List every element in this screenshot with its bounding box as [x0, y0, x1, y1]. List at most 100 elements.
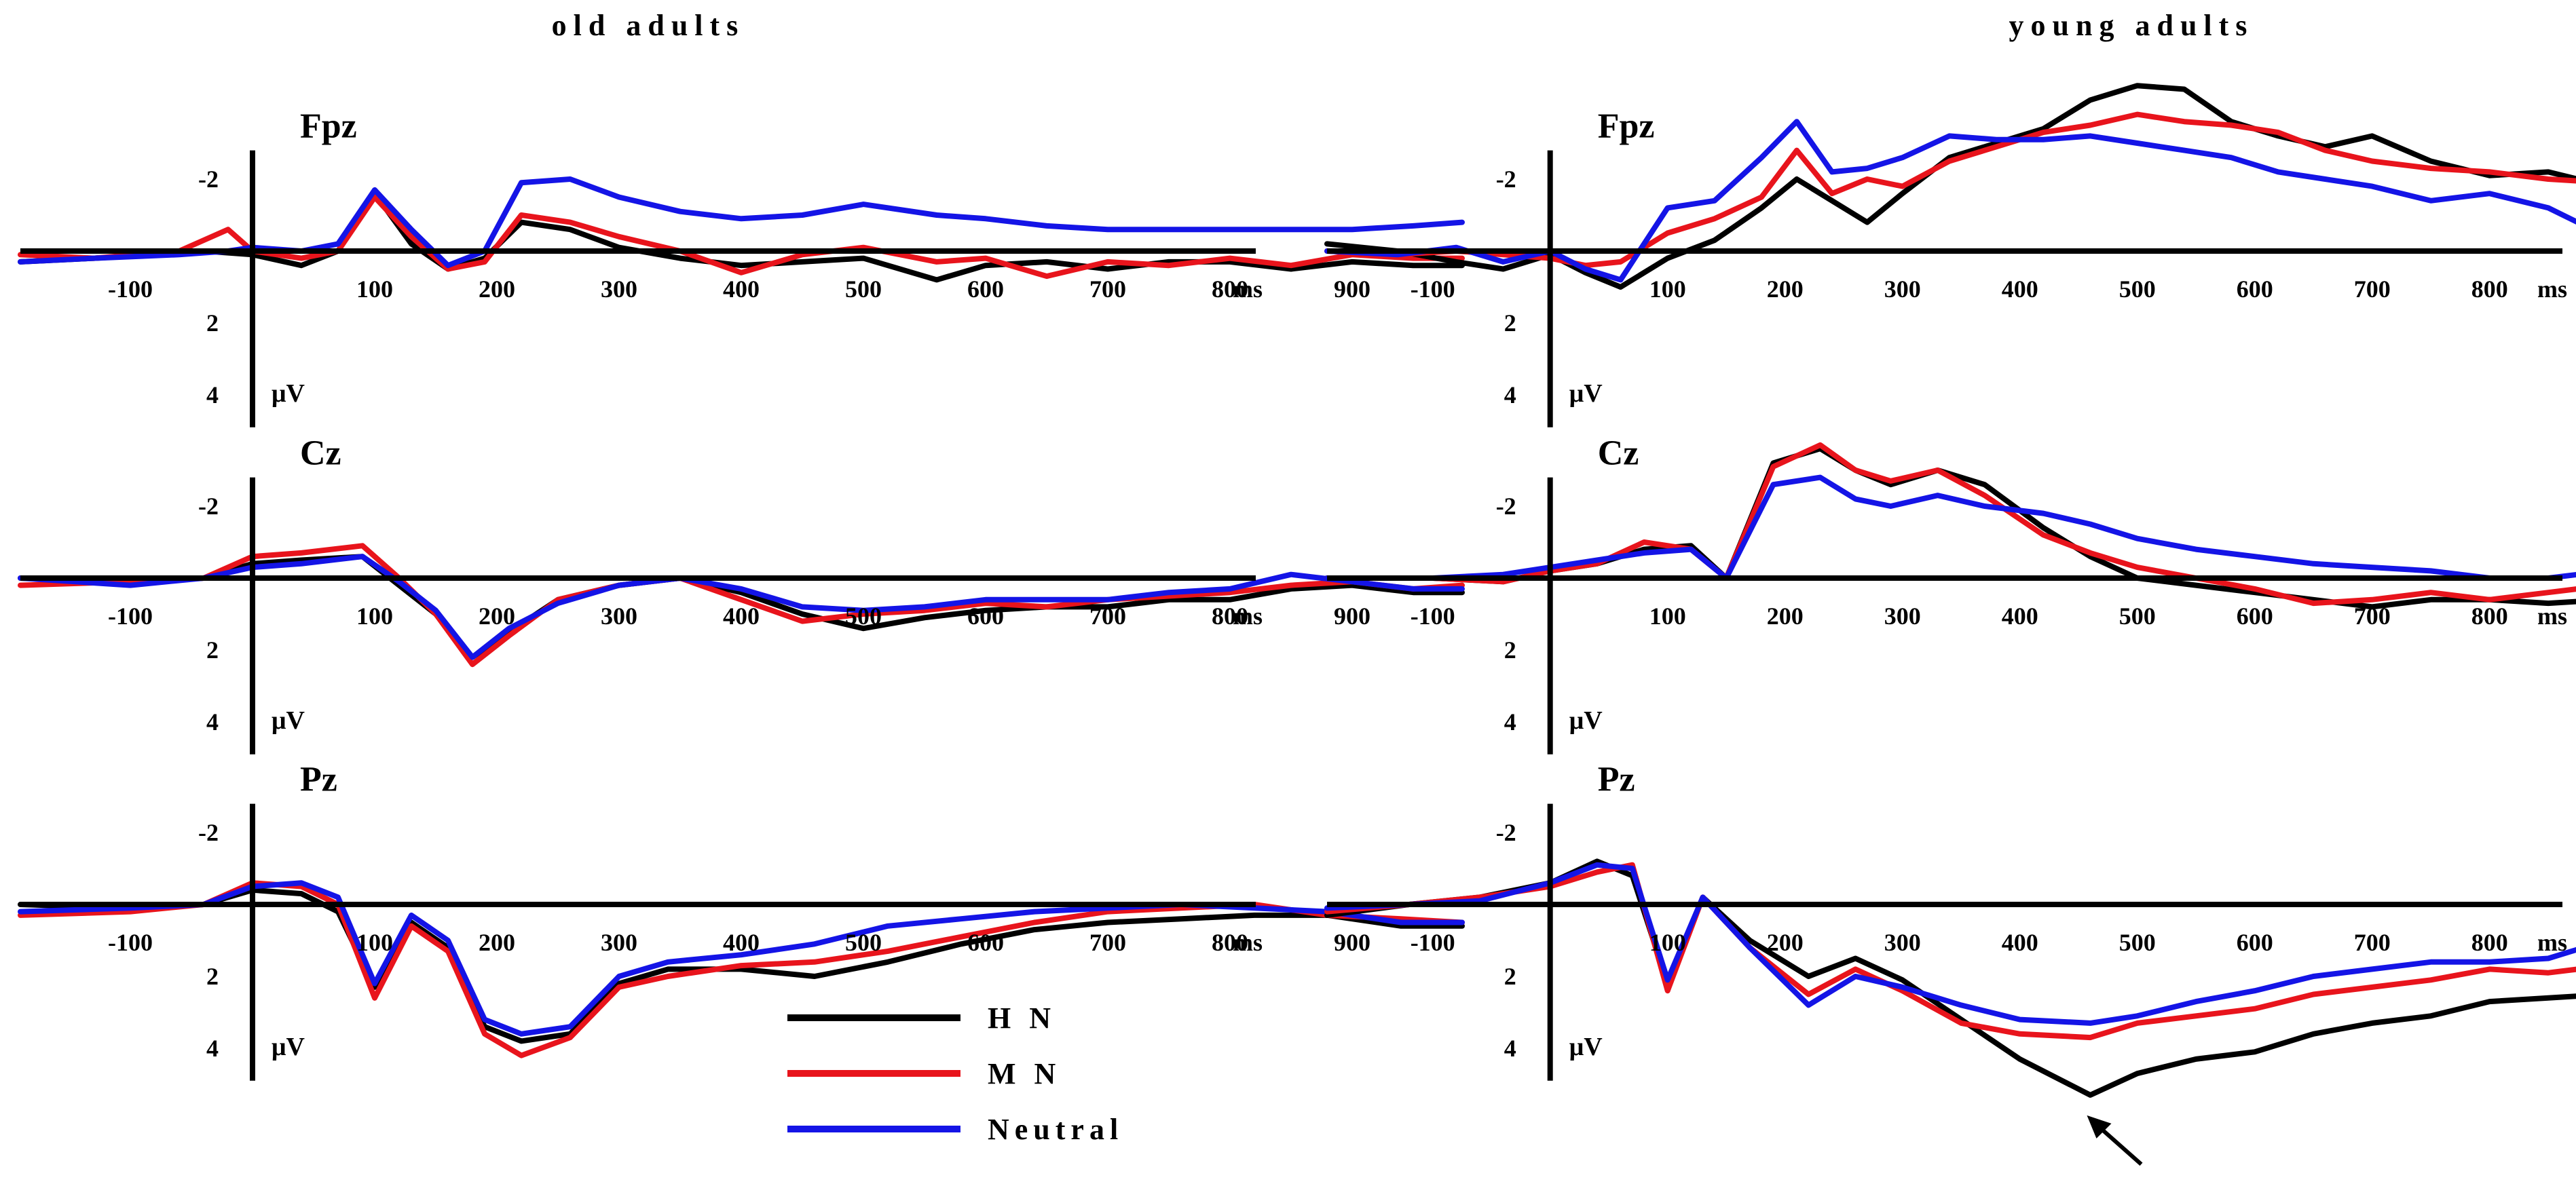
x-tick-label: 100: [356, 603, 393, 630]
x-unit-label: ms: [1233, 275, 1263, 303]
electrode-label: Fpz: [300, 107, 357, 146]
electrode-label: Pz: [1598, 761, 1635, 799]
x-tick-label: 600: [2237, 275, 2273, 303]
x-tick-label: 300: [601, 275, 637, 303]
x-tick-label: 800: [2471, 929, 2508, 956]
x-tick-label: 500: [2119, 929, 2156, 956]
series-line-hn: [18, 887, 1465, 1044]
y-unit-label: μV: [1569, 379, 1603, 408]
x-tick-label: 900: [1334, 603, 1370, 630]
electrode-label: Cz: [300, 434, 341, 473]
x-tick-label: 900: [1334, 929, 1370, 956]
series-line-mn: [18, 194, 1465, 280]
x-tick-label: 400: [723, 275, 760, 303]
series-line-neutral: [18, 554, 1465, 660]
x-tick-label: 300: [601, 929, 637, 956]
x-tick-label: 100: [1649, 929, 1686, 956]
series-line-mn: [18, 880, 1465, 1058]
y-tick-label: 4: [1504, 708, 1516, 736]
x-tick-label: 800: [1212, 603, 1248, 630]
y-unit-label: μV: [272, 706, 305, 735]
x-tick-label: -100: [108, 275, 153, 303]
electrode-label: Pz: [300, 761, 337, 799]
y-tick-label: -2: [1496, 493, 1516, 520]
legend: H N M N Neutral: [787, 1001, 1123, 1146]
x-tick-label: 300: [1884, 603, 1921, 630]
x-tick-label: 300: [601, 603, 637, 630]
x-tick-label: 200: [1767, 603, 1804, 630]
y-unit-label: μV: [1569, 1033, 1603, 1061]
x-tick-label: 500: [845, 603, 882, 630]
x-tick-label: 400: [723, 929, 760, 956]
x-tick-label: 700: [2354, 603, 2391, 630]
x-tick-label: -100: [108, 929, 153, 956]
series-line-neutral: [1324, 119, 2576, 283]
y-tick-label: 2: [206, 636, 219, 664]
x-tick-label: 800: [1212, 275, 1248, 303]
x-tick-label: 200: [1767, 275, 1804, 303]
x-tick-label: 600: [967, 603, 1004, 630]
x-tick-label: 400: [723, 603, 760, 630]
y-tick-label: 4: [206, 381, 219, 408]
lpp-arrow-head: [2087, 1115, 2112, 1139]
y-tick-label: 2: [206, 963, 219, 990]
series-line-neutral: [1324, 862, 2576, 1026]
x-tick-label: 200: [1767, 929, 1804, 956]
series-line-mn: [18, 543, 1465, 668]
y-tick-label: -2: [1496, 819, 1516, 846]
x-tick-label: -100: [1411, 603, 1455, 630]
x-tick-label: -100: [108, 603, 153, 630]
y-tick-label: 4: [1504, 1035, 1516, 1062]
y-tick-label: -2: [198, 493, 219, 520]
x-tick-label: 700: [2354, 275, 2391, 303]
x-tick-label: 400: [2002, 929, 2038, 956]
panel-cz-young: -100 100 200 300 400 500 600 700 800 900 ms -2 2 4 μV C…: [1324, 434, 2576, 755]
x-tick-label: 800: [1212, 929, 1248, 956]
x-tick-label: 600: [2237, 929, 2273, 956]
series-line-hn: [1324, 446, 2576, 610]
x-tick-label: 400: [2002, 603, 2038, 630]
y-tick-label: 2: [1504, 636, 1516, 664]
y-unit-label: μV: [272, 1033, 305, 1061]
column-title-old-adults: old adults: [552, 9, 745, 42]
x-tick-label: 700: [2354, 929, 2391, 956]
series-line-hn: [1324, 83, 2576, 290]
y-tick-label: 2: [1504, 309, 1516, 337]
x-tick-label: 500: [845, 275, 882, 303]
x-tick-label: 100: [356, 929, 393, 956]
electrode-label: Cz: [1598, 434, 1639, 473]
panel-pz-young: -100 100 200 300 400 500 600 700 800 900 ms -2 2 4 μV P…: [1324, 761, 2576, 1098]
y-tick-label: 2: [1504, 963, 1516, 990]
lpp-label: L P P: [2148, 1179, 2230, 1184]
panel-pz-old: -100 100 200 300 400 500 600 700 800 900 ms -2 2 4 μV P…: [18, 761, 1465, 1081]
x-tick-label: 200: [479, 275, 515, 303]
electrode-label: Fpz: [1598, 107, 1655, 146]
x-tick-label: 100: [1649, 275, 1686, 303]
x-tick-label: 100: [356, 275, 393, 303]
y-tick-label: 2: [206, 309, 219, 337]
x-tick-label: 500: [845, 929, 882, 956]
series-line-mn: [1324, 862, 2576, 1041]
x-tick-label: 200: [479, 929, 515, 956]
x-tick-label: 700: [1089, 603, 1126, 630]
y-tick-label: 4: [206, 1035, 219, 1062]
panel-fpz-young: -100 100 200 300 400 500 600 700 800 900 ms -2 2 4 μV F…: [1324, 83, 2576, 427]
lpp-annotation: L P P: [2087, 1115, 2230, 1184]
x-tick-label: 400: [2002, 275, 2038, 303]
x-tick-label: 600: [967, 275, 1004, 303]
y-unit-label: μV: [1569, 706, 1603, 735]
x-unit-label: ms: [2537, 603, 2567, 630]
x-unit-label: ms: [2537, 929, 2567, 956]
y-tick-label: -2: [1496, 166, 1516, 193]
y-tick-label: -2: [198, 166, 219, 193]
legend-entry-label: M N: [988, 1057, 1061, 1090]
x-tick-label: 700: [1089, 929, 1126, 956]
panels-layer: -100 100 200 300 400 500 600 700 800 900 ms -2 2 4 μV F…: [18, 83, 2576, 1098]
x-tick-label: 300: [1884, 929, 1921, 956]
x-tick-label: 100: [1649, 603, 1686, 630]
x-tick-label: 500: [2119, 603, 2156, 630]
legend-entry-label: Neutral: [988, 1113, 1123, 1146]
x-tick-label: 700: [1089, 275, 1126, 303]
column-title-young-adults: young adults: [2009, 9, 2254, 42]
y-tick-label: 4: [1504, 381, 1516, 408]
